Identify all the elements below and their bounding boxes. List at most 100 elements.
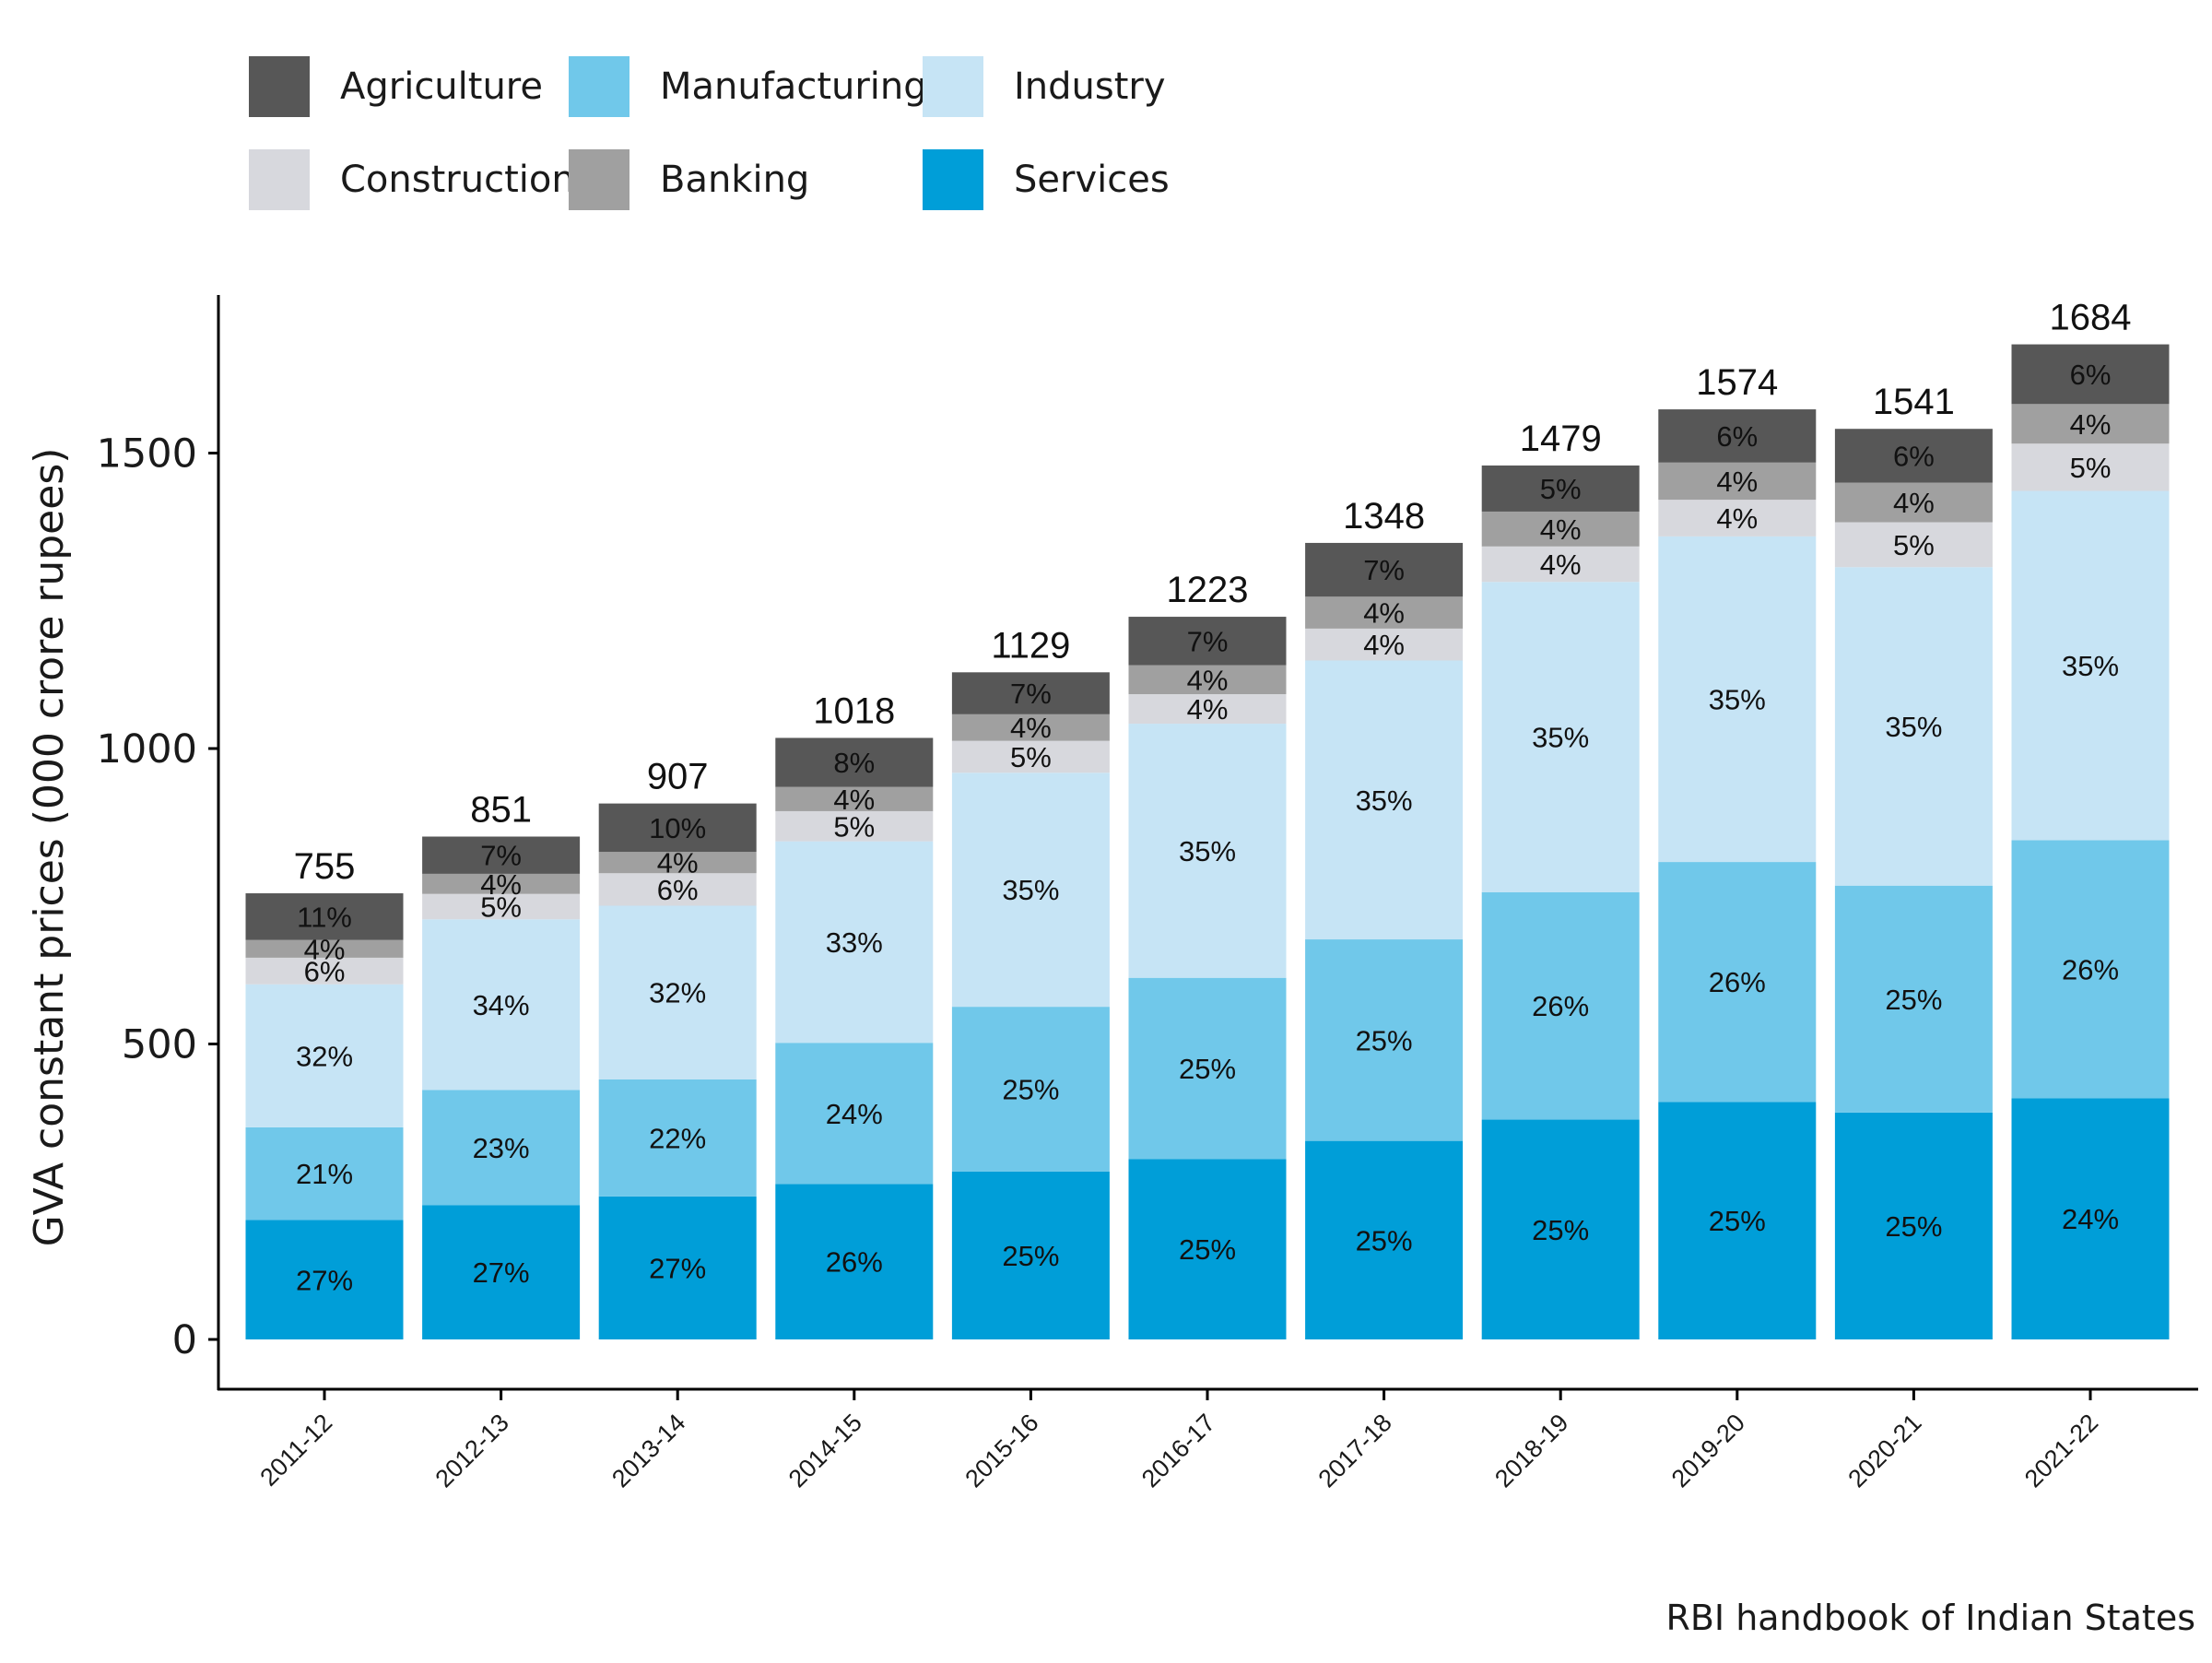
bar-segment-industry bbox=[1481, 582, 1640, 892]
segment-label-banking: 4% bbox=[1716, 466, 1758, 498]
segment-label-banking: 4% bbox=[1363, 597, 1405, 630]
segment-label-manufacturing: 25% bbox=[1179, 1053, 1236, 1085]
bar-group-2021-22: 24% 26% 35% 5% 4% 6% 1684 bbox=[2011, 298, 2170, 1339]
bar-segment-manufacturing bbox=[422, 1090, 581, 1206]
x-tick-label: 2020-21 bbox=[1842, 1409, 1926, 1492]
segment-label-services: 25% bbox=[1885, 1210, 1942, 1243]
x-tick-label: 2018-19 bbox=[1489, 1409, 1573, 1492]
bar-segment-construction bbox=[422, 893, 581, 920]
bar-segment-banking bbox=[2011, 404, 2170, 444]
bar-segment-manufacturing bbox=[1305, 939, 1464, 1141]
segment-label-banking: 4% bbox=[1893, 487, 1935, 519]
bars: 27%21%32%6%4%11%75527%23%34%5%4%7%85127%… bbox=[245, 298, 2170, 1339]
segment-label-industry: 35% bbox=[2062, 650, 2119, 682]
segment-label-industry: 33% bbox=[826, 926, 883, 959]
total-label: 755 bbox=[294, 846, 356, 887]
bar-segment-construction bbox=[775, 810, 934, 842]
bar-segment-services bbox=[2011, 1098, 2170, 1339]
bar-segment-manufacturing bbox=[2011, 840, 2170, 1099]
bar-segment-banking bbox=[422, 873, 581, 894]
bar-group-2014-15: 26% 24% 33% 5%4% 8% 1018 bbox=[775, 690, 934, 1339]
segment-label-banking: 4% bbox=[657, 847, 699, 879]
bar-group-2018-19: 25% 26% 35% 4%4% 5% 1479 bbox=[1481, 419, 1640, 1339]
x-tick-label: 2014-15 bbox=[783, 1409, 867, 1492]
bar-segment-manufacturing bbox=[598, 1079, 757, 1197]
bar-segment-construction bbox=[598, 873, 757, 906]
segment-label-construction: 6% bbox=[304, 955, 346, 987]
bar-segment-services bbox=[422, 1205, 581, 1339]
bar-segment-agriculture bbox=[598, 803, 757, 853]
bar-segment-services bbox=[598, 1196, 757, 1339]
segment-label-manufacturing: 26% bbox=[1532, 990, 1589, 1022]
segment-label-industry: 32% bbox=[296, 1040, 353, 1072]
bar-segment-banking bbox=[1481, 511, 1640, 547]
segment-label-banking: 4% bbox=[480, 868, 522, 901]
segment-label-industry: 35% bbox=[1002, 874, 1059, 906]
total-label: 1684 bbox=[2050, 298, 2132, 338]
bar-segment-agriculture bbox=[422, 836, 581, 874]
segment-label-manufacturing: 23% bbox=[473, 1132, 530, 1164]
x-tick-label: 2019-20 bbox=[1666, 1409, 1750, 1492]
legend-label: Banking bbox=[660, 159, 809, 201]
bar-segment-banking bbox=[1305, 596, 1464, 629]
segment-label-banking: 4% bbox=[833, 784, 875, 816]
bar-segment-manufacturing bbox=[1481, 891, 1640, 1120]
bar-segment-manufacturing bbox=[775, 1043, 934, 1185]
segment-label-services: 26% bbox=[826, 1246, 883, 1279]
bar-segment-industry bbox=[1834, 567, 1993, 886]
bar-segment-manufacturing bbox=[245, 1126, 404, 1221]
bar-segment-services bbox=[1128, 1159, 1287, 1339]
segment-label-services: 25% bbox=[1179, 1233, 1236, 1266]
x-tick-label: 2012-13 bbox=[430, 1409, 514, 1492]
total-label: 1479 bbox=[1520, 419, 1602, 459]
x-tick-label: 2013-14 bbox=[606, 1409, 690, 1492]
bar-segment-banking bbox=[775, 786, 934, 811]
x-tick-label: 2016-17 bbox=[1136, 1409, 1220, 1492]
bar-segment-industry bbox=[775, 841, 934, 1044]
bar-group-2019-20: 25% 26% 35% 4% 4% 6% 1574 bbox=[1658, 362, 1817, 1339]
legend-label: Manufacturing bbox=[660, 65, 927, 108]
segment-label-manufacturing: 26% bbox=[2062, 953, 2119, 985]
segment-label-construction: 5% bbox=[2070, 452, 2112, 484]
bar-segment-services bbox=[1481, 1119, 1640, 1339]
bar-segment-industry bbox=[598, 905, 757, 1079]
segment-label-construction: 4% bbox=[1363, 629, 1405, 661]
total-label: 1348 bbox=[1343, 496, 1425, 537]
legend-item-industry: Industry bbox=[923, 56, 1166, 117]
bar-segment-industry bbox=[1658, 536, 1817, 863]
bar-segment-agriculture bbox=[775, 737, 934, 787]
bar-segment-agriculture bbox=[1658, 409, 1817, 463]
bar-segment-industry bbox=[245, 984, 404, 1127]
legend-swatch bbox=[923, 56, 983, 117]
total-label: 851 bbox=[470, 790, 532, 831]
bar-segment-services bbox=[1305, 1140, 1464, 1339]
bar-segment-construction bbox=[1481, 546, 1640, 583]
y-axis-title: GVA constant prices (000 crore rupees) bbox=[26, 448, 73, 1247]
bar-group-2012-13: 27% 23% 34% 5%4%7% 851 bbox=[422, 790, 581, 1339]
segment-label-services: 25% bbox=[1356, 1224, 1413, 1256]
segment-label-industry: 35% bbox=[1532, 722, 1589, 754]
bar-segment-agriculture bbox=[1481, 465, 1640, 512]
legend-swatch bbox=[569, 149, 629, 210]
segment-label-banking: 4% bbox=[2070, 408, 2112, 441]
segment-label-manufacturing: 22% bbox=[649, 1122, 706, 1154]
segment-label-agriculture: 6% bbox=[1716, 420, 1758, 453]
total-label: 1018 bbox=[813, 690, 895, 731]
segment-label-agriculture: 7% bbox=[1187, 625, 1229, 657]
bar-segment-industry bbox=[422, 919, 581, 1091]
bar-segment-construction bbox=[1834, 522, 1993, 568]
legend-label: Construction bbox=[340, 159, 575, 201]
bar-segment-banking bbox=[1128, 665, 1287, 695]
segment-label-manufacturing: 25% bbox=[1002, 1074, 1059, 1106]
segment-label-construction: 6% bbox=[657, 874, 699, 906]
bar-segment-agriculture bbox=[951, 672, 1110, 714]
legend-item-services: Services bbox=[923, 149, 1170, 210]
segment-label-banking: 4% bbox=[1010, 712, 1052, 744]
segment-label-industry: 34% bbox=[473, 989, 530, 1021]
segment-label-banking: 4% bbox=[304, 933, 346, 965]
bar-group-2011-12: 27% 21% 32% 6%4%11% 755 bbox=[245, 846, 404, 1339]
segment-label-construction: 5% bbox=[480, 890, 522, 923]
segment-label-agriculture: 5% bbox=[1540, 473, 1582, 505]
segment-label-services: 25% bbox=[1002, 1240, 1059, 1272]
